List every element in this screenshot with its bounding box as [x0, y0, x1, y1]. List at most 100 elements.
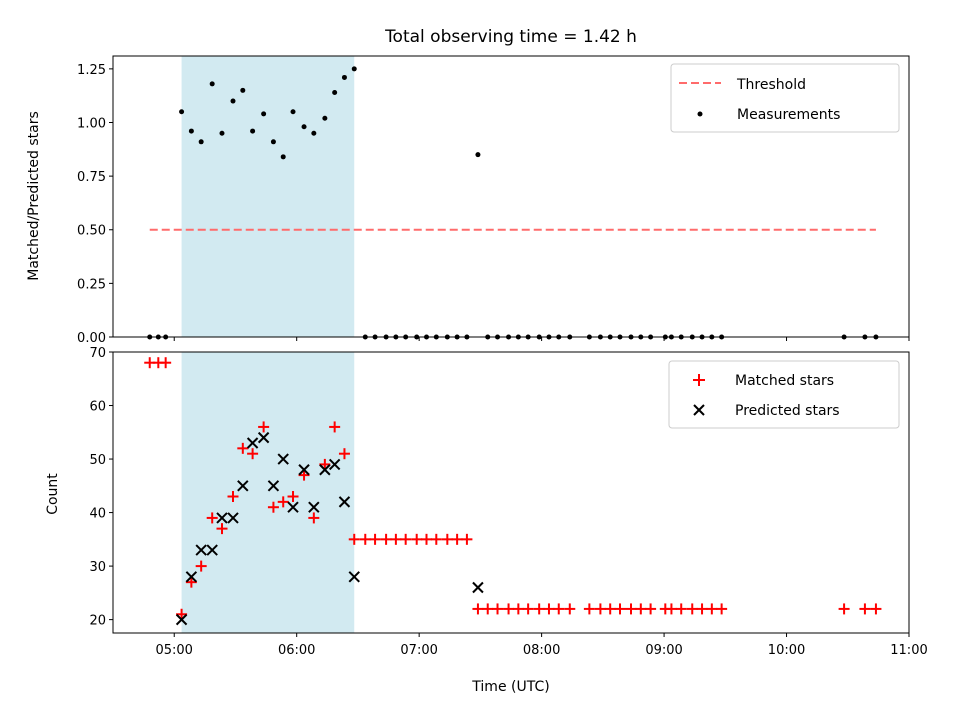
matched-star-point	[441, 533, 453, 545]
matched-star-point	[522, 603, 534, 615]
predicted-star-point	[227, 512, 239, 524]
matched-star-point	[472, 603, 484, 615]
x-tick-label: 06:00	[278, 643, 315, 658]
matched-star-point	[359, 533, 371, 545]
matched-star-point	[390, 533, 402, 545]
measurement-point	[311, 130, 317, 136]
matched-star-point	[686, 603, 698, 615]
matched-star-point	[512, 603, 524, 615]
predicted-stars-legend-marker	[693, 404, 705, 416]
matched-star-point	[696, 603, 708, 615]
matched-star-point	[287, 491, 299, 503]
matched-star-point	[645, 603, 657, 615]
matched-star-point	[160, 357, 172, 369]
measurement-point	[179, 109, 185, 115]
measurement-point	[290, 109, 296, 115]
measurement-point	[475, 152, 481, 158]
measurement-point	[341, 74, 347, 80]
bottom-y-tick-label: 40	[89, 507, 106, 522]
matched-star-point	[451, 533, 463, 545]
predicted-star-point	[308, 501, 320, 513]
predicted-star-point	[338, 496, 351, 508]
matched-star-point	[594, 603, 606, 615]
matched-star-point	[482, 603, 494, 615]
top-y-tick-label: 1.00	[77, 116, 106, 131]
matched-star-point	[258, 421, 270, 433]
measurement-point	[332, 89, 338, 95]
matched-star-point	[665, 603, 677, 615]
matched-star-point	[298, 469, 310, 481]
matched-star-point	[369, 533, 381, 545]
x-tick-label: 09:00	[645, 643, 682, 658]
predicted-star-point	[298, 464, 310, 476]
matched-star-point	[421, 533, 433, 545]
matched-star-point	[277, 496, 289, 508]
predicted-star-point	[287, 501, 299, 513]
x-tick-label: 10:00	[768, 643, 805, 658]
matched-star-point	[185, 576, 197, 588]
bottom-observing-span	[181, 352, 355, 633]
bottom-y-tick-label: 70	[89, 346, 106, 361]
matched-star-point	[625, 603, 637, 615]
measurement-point	[188, 128, 194, 134]
top-legend-box	[670, 63, 900, 133]
bottom-y-tick-label: 60	[89, 400, 106, 415]
ratio-panel: Matched/Predicted stars 0.00 0.25 0.50 0.75…	[26, 55, 910, 346]
matched-star-point	[461, 533, 473, 545]
predicted-star-point	[277, 453, 289, 465]
measurement-point	[322, 115, 328, 121]
count-panel: Count Time (UTC) 20 30 40 50 60 70 05:00 06:00 0…	[45, 346, 928, 695]
matched-star-point	[604, 603, 616, 615]
measurement-point	[198, 139, 204, 145]
matched-star-point	[247, 448, 259, 460]
top-y-tick-label: 0.75	[77, 170, 106, 185]
matched-star-point	[308, 512, 320, 524]
matched-star-point	[706, 603, 718, 615]
predicted-star-point	[195, 544, 207, 556]
measurements-legend-marker	[697, 111, 703, 117]
predicted-star-point	[328, 458, 341, 471]
x-tick-label: 08:00	[523, 643, 560, 658]
matched-star-point	[716, 603, 728, 615]
matched-star-point	[583, 603, 595, 615]
top-y-tick-label: 0.00	[77, 331, 106, 346]
measurement-point	[280, 154, 286, 160]
predicted-star-point	[185, 571, 198, 583]
measurement-point	[261, 111, 267, 117]
matched-star-point	[338, 448, 350, 460]
matched-star-point	[533, 603, 545, 615]
x-tick-label: 05:00	[155, 643, 192, 658]
bottom-axes-frame	[112, 351, 910, 634]
matched-star-point	[675, 603, 687, 615]
matched-star-point	[348, 533, 360, 545]
measurement-point	[250, 128, 256, 134]
bottom-legend-box	[668, 360, 900, 429]
top-y-tick-label: 1.25	[77, 63, 106, 78]
predicted-star-point	[348, 571, 360, 583]
matched-star-point	[319, 458, 331, 470]
predicted-star-point	[246, 437, 259, 449]
measurement-point	[351, 66, 357, 72]
matched-star-point	[492, 603, 504, 615]
x-tick-label: 11:00	[890, 643, 927, 658]
measurement-point	[301, 124, 307, 130]
matched-star-point	[195, 560, 207, 572]
measurement-point	[270, 139, 276, 145]
predicted-star-point	[206, 544, 218, 556]
measurement-point	[240, 87, 246, 93]
predicted-star-point	[216, 512, 228, 524]
matched-star-point	[267, 501, 279, 513]
measurements-legend-label: Measurements	[737, 107, 840, 123]
matched-star-point	[206, 512, 218, 524]
matched-star-point	[237, 442, 249, 454]
matched-star-point	[553, 603, 565, 615]
matched-star-point	[870, 603, 882, 615]
matched-star-point	[859, 603, 871, 615]
predicted-star-point	[267, 480, 280, 492]
matched-star-point	[838, 603, 850, 615]
top-y-tick-label: 0.25	[77, 277, 106, 292]
top-y-axis-label: Matched/Predicted stars	[26, 111, 42, 281]
top-axes-frame	[112, 55, 910, 338]
measurement-point	[209, 81, 215, 87]
